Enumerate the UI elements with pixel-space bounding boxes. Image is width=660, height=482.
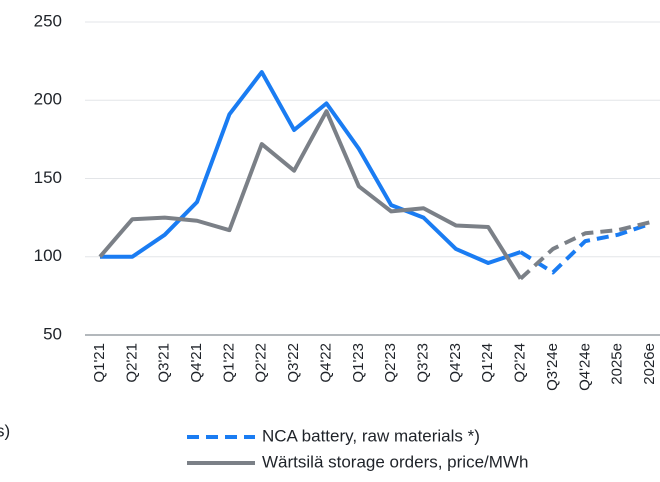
x-tick-label: Q1'22 bbox=[220, 343, 237, 383]
x-tick-label: 2026e bbox=[641, 343, 658, 385]
line bbox=[100, 70, 522, 266]
x-tick-label: Q1'23 bbox=[350, 343, 367, 383]
y-tick-label: 50 bbox=[43, 324, 62, 343]
x-tick-label: Q2'24 bbox=[512, 343, 529, 383]
x-tick-label: Q4'21 bbox=[188, 343, 205, 383]
line bbox=[519, 220, 651, 281]
y-tick-label: 250 bbox=[34, 11, 62, 30]
x-tick-label: Q1'24 bbox=[479, 343, 496, 383]
line bbox=[519, 221, 651, 275]
x-tick-label: Q1'21 bbox=[91, 343, 108, 383]
x-tick-label: Q3'21 bbox=[156, 343, 173, 383]
legend-label: Wärtsilä storage orders, price/MWh bbox=[262, 452, 528, 471]
x-tick-label: 2025e bbox=[609, 343, 626, 385]
note: s) bbox=[0, 421, 10, 440]
x-tick-label: Q3'22 bbox=[285, 343, 302, 383]
x-tick-label: Q4'23 bbox=[447, 343, 464, 383]
x-tick-label: Q3'24e bbox=[544, 343, 561, 391]
y-tick-label: 150 bbox=[34, 168, 62, 187]
x-tick-label: Q2'22 bbox=[253, 343, 270, 383]
y-tick-label: 100 bbox=[34, 246, 62, 265]
line bbox=[98, 109, 523, 280]
legend-label: NCA battery, raw materials *) bbox=[262, 426, 480, 445]
y-tick-label: 200 bbox=[34, 90, 62, 109]
x-tick-label: Q2'21 bbox=[123, 343, 140, 383]
x-tick-label: Q3'23 bbox=[414, 343, 431, 383]
x-tick-label: Q4'22 bbox=[317, 343, 334, 383]
x-tick-label: Q4'24e bbox=[576, 343, 593, 391]
x-tick-label: Q2'23 bbox=[382, 343, 399, 383]
